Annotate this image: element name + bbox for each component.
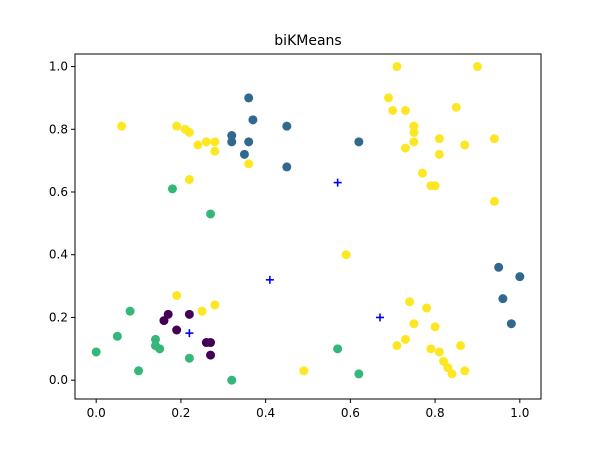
data-point-green [125, 306, 135, 316]
data-point-green [155, 344, 165, 354]
data-point-yellow [434, 149, 444, 159]
data-point-blue [282, 162, 292, 172]
data-point-yellow [172, 121, 182, 131]
plot-frame [74, 53, 542, 400]
data-point-purple [184, 309, 194, 319]
data-point-yellow [409, 319, 419, 329]
data-point-green [134, 366, 144, 376]
data-point-yellow [434, 347, 444, 357]
data-point-yellow [210, 300, 220, 310]
chart-title: biKMeans [274, 33, 341, 49]
x-tick-label: 0.6 [341, 406, 360, 420]
y-tick-label: 0.2 [49, 310, 68, 324]
centroid-plus-marker [265, 275, 274, 284]
data-point-yellow [184, 174, 194, 184]
y-tick-label: 0.0 [49, 373, 68, 387]
data-point-yellow [426, 344, 436, 354]
data-point-yellow [422, 303, 432, 313]
data-point-yellow [197, 306, 207, 316]
data-point-green [206, 209, 216, 219]
data-point-yellow [392, 341, 402, 351]
data-point-blue [227, 131, 237, 141]
data-point-green [112, 331, 122, 341]
data-point-purple [206, 338, 216, 348]
data-point-purple [172, 325, 182, 335]
data-point-yellow [451, 102, 461, 112]
data-point-yellow [388, 105, 398, 115]
x-tick-label: 0.0 [87, 406, 106, 420]
x-tick-label: 0.4 [256, 406, 275, 420]
axis-ticks: 0.0 0.2 0.4 0.6 0.8 1.0 0.0 0.2 0.4 0.6 0.8 1.0 [49, 60, 529, 420]
data-point-yellow [193, 140, 203, 150]
data-point-green [354, 369, 364, 379]
data-point-blue [248, 115, 258, 125]
data-point-blue [239, 149, 249, 159]
data-point-blue [282, 121, 292, 131]
data-point-yellow [460, 140, 470, 150]
x-tick-label: 0.2 [171, 406, 190, 420]
centroid-plus-marker [376, 313, 385, 322]
data-point-yellow [430, 322, 440, 332]
data-point-blue [494, 262, 504, 272]
data-point-yellow [383, 93, 393, 103]
data-point-yellow [409, 137, 419, 147]
data-point-blue [354, 137, 364, 147]
data-point-green [91, 347, 101, 357]
data-point-blue [244, 93, 254, 103]
data-point-yellow [434, 134, 444, 144]
data-point-yellow [489, 196, 499, 206]
data-point-purple [206, 350, 216, 360]
data-point-blue [515, 272, 525, 282]
data-point-yellow [400, 143, 410, 153]
data-point-purple [163, 309, 173, 319]
data-point-yellow [184, 127, 194, 137]
data-point-blue [498, 294, 508, 304]
centroid-plus-marker [333, 178, 342, 187]
data-point-blue [227, 137, 237, 147]
x-tick-label: 1.0 [510, 406, 529, 420]
data-point-yellow [117, 121, 127, 131]
data-point-green [227, 375, 237, 385]
data-point-yellow [417, 168, 427, 178]
data-point-yellow [400, 105, 410, 115]
data-point-yellow [400, 334, 410, 344]
data-point-blue [506, 319, 516, 329]
data-point-yellow [392, 62, 402, 72]
data-point-green [167, 184, 177, 194]
data-point-blue [244, 137, 254, 147]
data-point-yellow [460, 366, 470, 376]
y-tick-label: 0.4 [49, 248, 68, 262]
centroid-plus-marker [185, 329, 194, 338]
data-points [91, 62, 525, 385]
data-point-yellow [456, 341, 466, 351]
data-point-yellow [210, 146, 220, 156]
x-tick-label: 0.8 [426, 406, 445, 420]
centroid-markers [185, 178, 385, 338]
data-point-yellow [210, 137, 220, 147]
data-point-yellow [172, 291, 182, 300]
data-point-yellow [472, 62, 482, 72]
data-point-yellow [299, 366, 309, 376]
data-point-green [184, 353, 194, 363]
data-point-yellow [489, 134, 499, 144]
data-point-yellow [244, 159, 254, 169]
y-tick-label: 0.8 [49, 122, 68, 136]
data-point-yellow [201, 137, 211, 147]
data-point-green [333, 344, 343, 354]
data-point-yellow [405, 297, 415, 307]
data-point-yellow [341, 250, 351, 260]
data-point-yellow [447, 369, 457, 379]
data-point-yellow [409, 121, 419, 131]
data-point-yellow [430, 181, 440, 191]
data-point-green [150, 334, 160, 344]
y-tick-label: 0.6 [49, 185, 68, 199]
y-tick-label: 1.0 [49, 60, 68, 74]
data-point-yellow [409, 127, 419, 137]
